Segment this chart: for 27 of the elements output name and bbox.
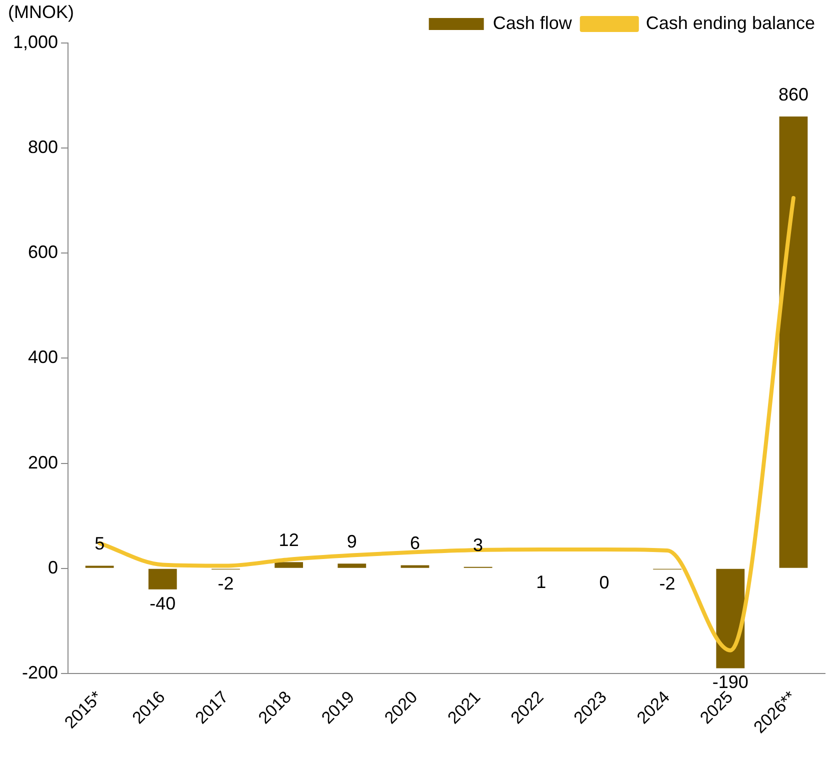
data-label: -2 [659,573,676,594]
y-tick-label: 0 [48,557,58,578]
y-tick-label: 800 [28,137,58,158]
y-tick-label: 1,000 [12,32,58,52]
legend-label: Cash ending balance [646,12,816,33]
legend-label: Cash flow [492,12,573,33]
data-label: 9 [346,532,357,552]
y-tick-label: 600 [28,242,58,262]
data-label: 12 [278,530,299,550]
data-label: 6 [410,533,420,554]
bar [400,565,430,568]
data-label: -40 [150,593,176,614]
bar [338,564,366,568]
y-tick-label: 400 [28,347,58,368]
y-tick-label: 200 [28,452,58,472]
bar [716,568,745,668]
line-series [98,196,796,652]
y-axis-title: (MNOK) [8,2,74,23]
bar [274,562,304,568]
y-tick-label: -200 [22,662,58,682]
data-label: 0 [599,572,610,592]
data-label: 1 [536,572,546,592]
data-label: -190 [712,672,748,692]
bar [779,116,808,568]
data-label: 860 [778,84,808,105]
data-label: -2 [218,573,234,594]
bar [148,568,177,590]
